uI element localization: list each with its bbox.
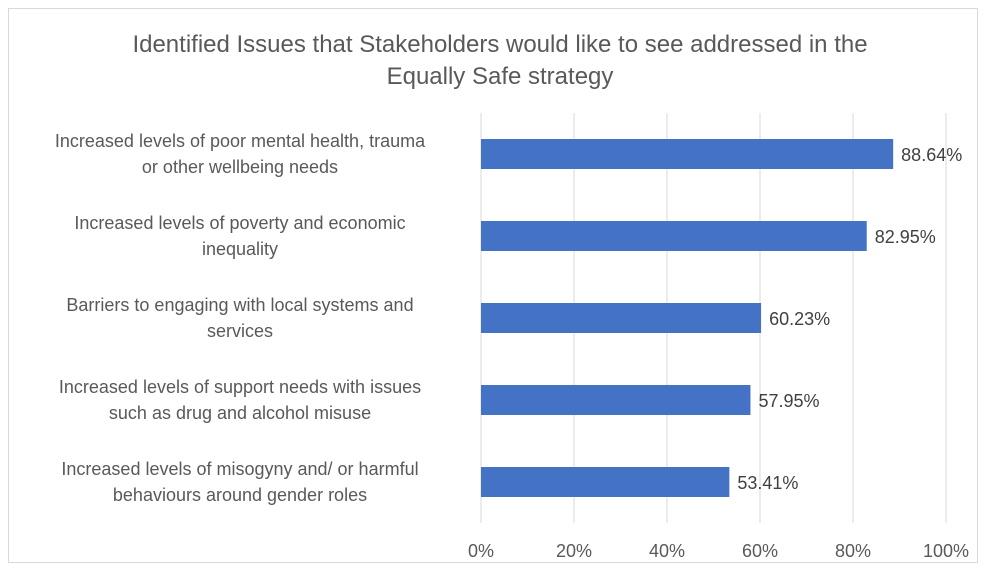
bar-3 xyxy=(481,385,751,415)
chart-title: Identified Issues that Stakeholders woul… xyxy=(132,31,867,90)
bar-2 xyxy=(481,303,762,333)
data-labels: 88.64% 82.95% 60.23% 57.95% 53.41% xyxy=(737,145,962,493)
category-label-3-line-0: Increased levels of support needs with i… xyxy=(59,377,421,397)
x-tick-label-2: 40% xyxy=(649,541,685,561)
category-label-1-line-0: Increased levels of poverty and economic xyxy=(74,213,405,233)
bar-1 xyxy=(481,221,867,251)
x-tick-label-3: 60% xyxy=(742,541,778,561)
x-axis-tick-labels: 0% 20% 40% 60% 80% 100% xyxy=(468,541,969,561)
data-label-1: 82.95% xyxy=(875,227,936,247)
data-label-3: 57.95% xyxy=(758,391,819,411)
data-label-0: 88.64% xyxy=(901,145,962,165)
gridlines xyxy=(480,113,947,523)
chart-title-line-1: Identified Issues that Stakeholders woul… xyxy=(132,31,867,58)
category-label-2-line-1: services xyxy=(207,321,273,341)
category-label-4-line-1: behaviours around gender roles xyxy=(113,485,367,505)
bar-4 xyxy=(481,467,730,497)
category-label-2-line-0: Barriers to engaging with local systems … xyxy=(66,295,413,315)
x-tick-label-0: 0% xyxy=(468,541,494,561)
category-label-3-line-1: such as drug and alcohol misuse xyxy=(109,403,371,423)
category-labels: Increased levels of poor mental health, … xyxy=(55,131,426,505)
category-label-0-line-1: or other wellbeing needs xyxy=(142,157,338,177)
bar-0 xyxy=(481,139,894,169)
category-label-0-line-0: Increased levels of poor mental health, … xyxy=(55,131,426,151)
chart-title-line-2: Equally Safe strategy xyxy=(387,63,614,90)
category-label-4-line-0: Increased levels of misogyny and/ or har… xyxy=(61,459,418,479)
x-tick-label-1: 20% xyxy=(556,541,592,561)
category-label-1-line-1: inequality xyxy=(202,239,278,259)
data-label-2: 60.23% xyxy=(769,309,830,329)
x-tick-label-4: 80% xyxy=(835,541,871,561)
data-label-4: 53.41% xyxy=(737,473,798,493)
x-tick-label-5: 100% xyxy=(923,541,969,561)
bars xyxy=(481,139,894,497)
